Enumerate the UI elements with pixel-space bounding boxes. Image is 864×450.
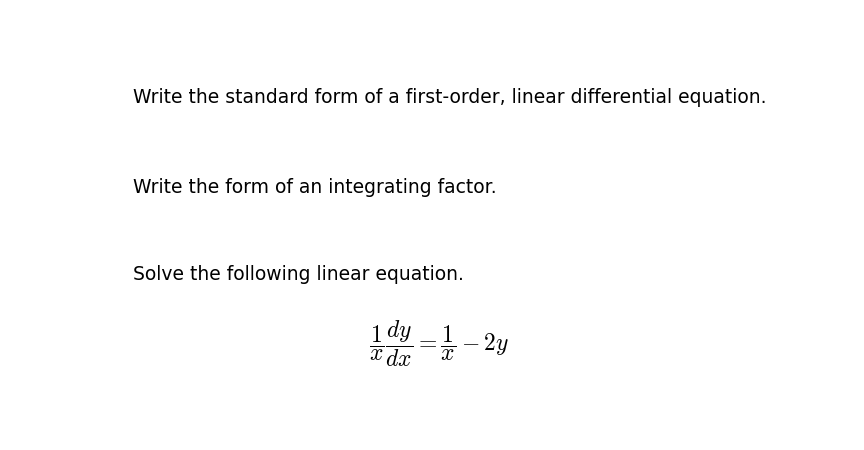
- Text: $\dfrac{1}{x}\dfrac{dy}{dx} = \dfrac{1}{x} - 2y$: $\dfrac{1}{x}\dfrac{dy}{dx} = \dfrac{1}{…: [369, 318, 510, 369]
- Text: Write the form of an integrating factor.: Write the form of an integrating factor.: [133, 178, 497, 197]
- Text: Write the standard form of a first-order, linear differential equation.: Write the standard form of a first-order…: [133, 88, 767, 107]
- Text: Solve the following linear equation.: Solve the following linear equation.: [133, 265, 464, 284]
